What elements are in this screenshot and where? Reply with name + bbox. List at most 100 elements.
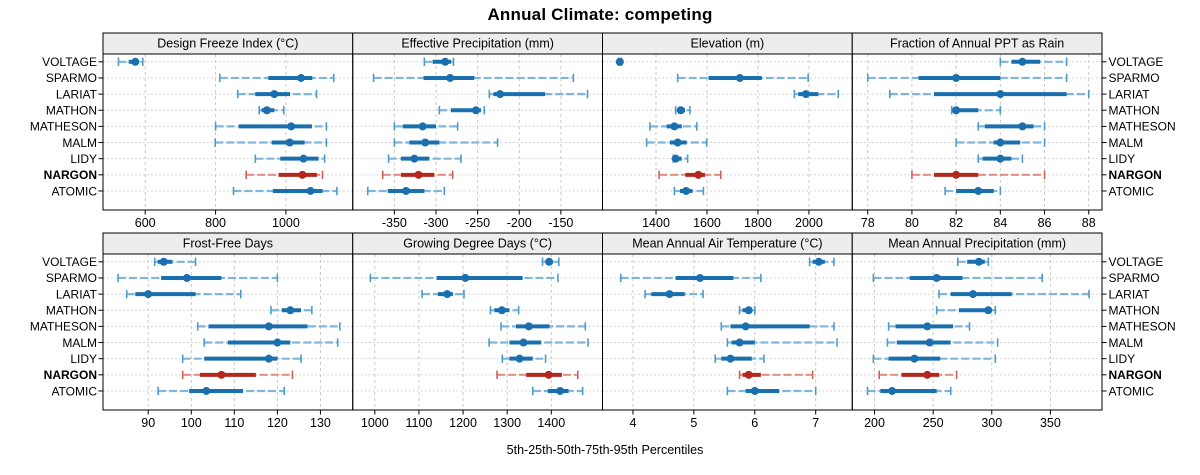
x-tick-label: 200	[864, 416, 885, 430]
category-label-right-SPARMO: SPARMO	[1109, 71, 1160, 85]
series-LIDY	[254, 154, 326, 163]
series-MATHON	[270, 306, 313, 315]
median-dot	[519, 338, 528, 347]
x-tick-label: 350	[1040, 416, 1061, 430]
median-dot	[443, 290, 452, 299]
category-label-left-NARGON: NARGON	[44, 168, 97, 182]
category-label-left-MALM: MALM	[62, 136, 97, 150]
x-tick-label: 1300	[493, 416, 521, 430]
category-label-left-MATHESON: MATHESON	[30, 120, 97, 134]
category-label-right-VOLTAGE: VOLTAGE	[1109, 255, 1164, 269]
median-dot	[726, 354, 735, 363]
series-LARIAT	[125, 289, 242, 299]
x-tick-label: 1400	[642, 216, 670, 230]
series-LIDY	[181, 354, 302, 363]
category-label-left-NARGON: NARGON	[44, 368, 97, 382]
series-MATHESON	[500, 322, 587, 331]
median-dot	[665, 290, 674, 299]
series-NARGON	[658, 170, 722, 180]
x-tick-label: 100	[181, 416, 202, 430]
median-dot	[996, 154, 1005, 163]
panel-Growing Degree Days (°C): Growing Degree Days (°C) 1000 1100 1200 1300…	[352, 232, 603, 430]
median-dot	[297, 73, 306, 82]
median-dot	[615, 57, 624, 66]
median-dot	[925, 338, 934, 347]
x-tick-label: 4	[629, 416, 636, 430]
series-SPARMO	[866, 73, 1068, 83]
category-label-left-MATHON: MATHON	[46, 304, 97, 318]
median-dot	[287, 122, 296, 131]
category-label-right-LARIAT: LARIAT	[1109, 87, 1151, 101]
median-dot	[515, 354, 524, 363]
series-VOLTAGE	[423, 57, 455, 66]
panel-Mean Annual Air Temperature (°C): Mean Annual Air Temperature (°C) 4 5 6 7	[602, 232, 853, 430]
series-MATHESON	[720, 322, 835, 331]
series-SPARMO	[676, 73, 809, 83]
median-dot	[923, 370, 932, 379]
median-dot	[974, 257, 983, 266]
median-dot	[544, 370, 553, 379]
median-dot	[285, 138, 294, 147]
median-dot	[741, 322, 750, 331]
category-label-right-ATOMIC: ATOMIC	[1109, 384, 1155, 398]
median-dot	[131, 57, 140, 66]
x-tick-label: -200	[507, 216, 532, 230]
series-VOLTAGE	[541, 257, 560, 266]
x-tick-label: -350	[382, 216, 407, 230]
median-dot	[286, 306, 295, 315]
median-dot	[814, 257, 823, 266]
series-MALM	[726, 338, 838, 347]
series-LARIAT	[421, 289, 465, 299]
series-MATHESON	[196, 322, 341, 331]
series-LIDY	[872, 354, 997, 363]
series-VOLTAGE	[117, 57, 144, 66]
panel-Mean Annual Precipitation (mm): Mean Annual Precipitation (mm) 200 250 300 3…	[851, 232, 1107, 430]
series-ATOMIC	[531, 386, 584, 396]
series-SPARMO	[619, 273, 762, 283]
median-dot	[888, 386, 897, 395]
x-tick-label: 1200	[449, 416, 477, 430]
series-VOLTAGE	[808, 257, 835, 266]
median-dot	[932, 273, 941, 282]
series-MATHESON	[887, 322, 971, 331]
panel-Frost-Free Days: Frost-Free Days 90 100 110 120 130	[98, 232, 354, 430]
series-LARIAT	[793, 89, 840, 99]
series-MALM	[393, 138, 499, 147]
median-dot	[410, 154, 419, 163]
x-tick-label: 6	[751, 416, 758, 430]
series-NARGON	[181, 370, 294, 380]
median-dot	[402, 186, 411, 195]
series-ATOMIC	[866, 386, 952, 396]
median-dot	[545, 257, 554, 266]
median-dot	[974, 186, 983, 195]
series-MALM	[488, 338, 589, 347]
median-dot	[695, 273, 704, 282]
x-tick-label: 300	[981, 416, 1002, 430]
median-dot	[262, 106, 271, 115]
panel-Effective Precipitation (mm): Effective Precipitation (mm) -350 -300 -250…	[352, 32, 603, 230]
category-label-right-NARGON: NARGON	[1109, 368, 1162, 382]
x-tick-label: 130	[310, 416, 331, 430]
series-SPARMO	[872, 273, 1044, 283]
x-tick-label: 1000	[272, 216, 300, 230]
series-MALM	[886, 338, 999, 347]
median-dot	[556, 386, 565, 395]
category-label-right-ATOMIC: ATOMIC	[1109, 184, 1155, 198]
category-label-left-MATHON: MATHON	[46, 104, 97, 118]
panel-header	[851, 232, 1103, 255]
panel-title: Elevation (m)	[691, 37, 765, 51]
x-tick-label: 88	[1082, 216, 1096, 230]
median-dot	[202, 386, 211, 395]
series-ATOMIC	[726, 386, 817, 396]
x-tick-label: 1600	[693, 216, 721, 230]
series-MALM	[203, 338, 339, 347]
series-NARGON	[738, 370, 814, 380]
x-tick-label: 78	[861, 216, 875, 230]
series-LIDY	[977, 154, 1024, 163]
panel-title: Growing Degree Days (°C)	[403, 237, 552, 251]
category-label-right-SPARMO: SPARMO	[1109, 271, 1160, 285]
median-dot	[673, 138, 682, 147]
median-dot	[421, 138, 430, 147]
category-label-right-MALM: MALM	[1109, 136, 1144, 150]
